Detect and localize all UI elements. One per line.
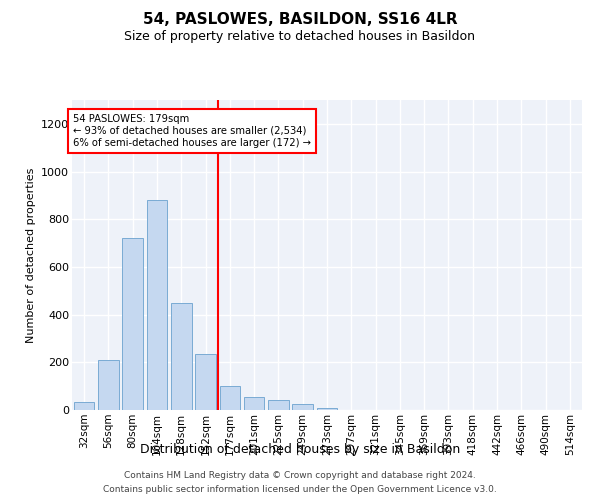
Text: Distribution of detached houses by size in Basildon: Distribution of detached houses by size … <box>140 442 460 456</box>
Bar <box>317 408 337 410</box>
Bar <box>268 400 289 410</box>
Text: 54, PASLOWES, BASILDON, SS16 4LR: 54, PASLOWES, BASILDON, SS16 4LR <box>143 12 457 28</box>
Bar <box>195 354 216 410</box>
Bar <box>171 302 191 410</box>
Text: Contains HM Land Registry data © Crown copyright and database right 2024.: Contains HM Land Registry data © Crown c… <box>124 471 476 480</box>
Bar <box>74 402 94 410</box>
Bar <box>292 404 313 410</box>
Bar <box>244 397 265 410</box>
Bar <box>122 238 143 410</box>
Text: 54 PASLOWES: 179sqm
← 93% of detached houses are smaller (2,534)
6% of semi-deta: 54 PASLOWES: 179sqm ← 93% of detached ho… <box>73 114 311 148</box>
Text: Contains public sector information licensed under the Open Government Licence v3: Contains public sector information licen… <box>103 485 497 494</box>
Y-axis label: Number of detached properties: Number of detached properties <box>26 168 35 342</box>
Text: Size of property relative to detached houses in Basildon: Size of property relative to detached ho… <box>125 30 476 43</box>
Bar <box>146 200 167 410</box>
Bar <box>98 360 119 410</box>
Bar <box>220 386 240 410</box>
